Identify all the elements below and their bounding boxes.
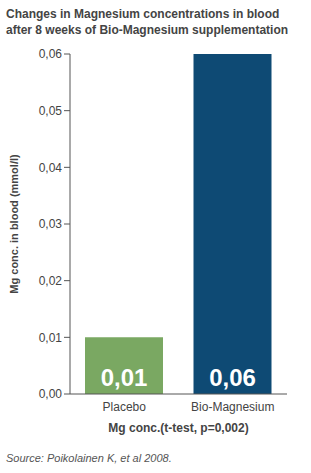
svg-text:0,06: 0,06 xyxy=(39,47,63,61)
svg-text:0,00: 0,00 xyxy=(39,387,63,401)
svg-text:Placebo: Placebo xyxy=(103,400,147,414)
svg-text:Mg conc. in blood (mmol/l): Mg conc. in blood (mmol/l) xyxy=(8,154,20,294)
svg-text:0,01: 0,01 xyxy=(101,364,148,391)
svg-text:0,01: 0,01 xyxy=(39,331,63,345)
svg-text:0,06: 0,06 xyxy=(209,364,256,391)
svg-text:Mg conc.(t-test, p=0,002): Mg conc.(t-test, p=0,002) xyxy=(108,421,248,435)
svg-text:0,04: 0,04 xyxy=(39,161,63,175)
html-text:Changes in Magnesium concentra: Changes in Magnesium concentrations in b… xyxy=(6,7,289,37)
svg-text:0,02: 0,02 xyxy=(39,274,63,288)
svg-text:Bio-Magnesium: Bio-Magnesium xyxy=(191,400,274,414)
svg-text:0,05: 0,05 xyxy=(39,104,63,118)
html-text:Source: Poikolainen K, et al 2: Source: Poikolainen K, et al 2008. xyxy=(6,452,172,464)
svg-text:0,03: 0,03 xyxy=(39,217,63,231)
